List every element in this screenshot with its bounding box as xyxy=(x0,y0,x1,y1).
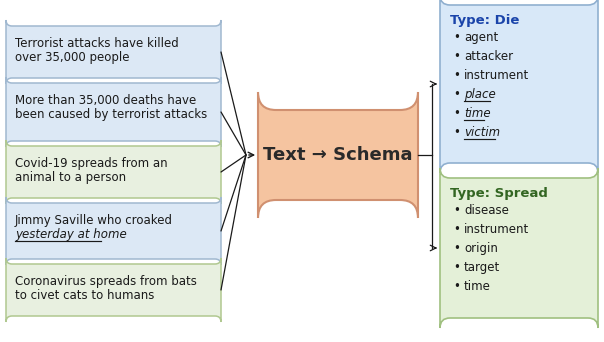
Text: Text → Schema: Text → Schema xyxy=(263,146,413,164)
Text: yesterday at home: yesterday at home xyxy=(15,228,127,241)
Text: •: • xyxy=(453,126,460,139)
Text: victim: victim xyxy=(464,126,500,139)
FancyBboxPatch shape xyxy=(440,168,598,328)
Text: instrument: instrument xyxy=(464,69,529,82)
Text: Type: Spread: Type: Spread xyxy=(450,187,548,200)
FancyBboxPatch shape xyxy=(6,140,221,204)
FancyBboxPatch shape xyxy=(6,258,221,322)
Text: time: time xyxy=(464,107,490,120)
Text: been caused by terrorist attacks: been caused by terrorist attacks xyxy=(15,108,207,121)
Text: place: place xyxy=(464,88,496,101)
Text: animal to a person: animal to a person xyxy=(15,171,126,184)
FancyBboxPatch shape xyxy=(258,92,418,218)
Text: over 35,000 people: over 35,000 people xyxy=(15,51,129,64)
Text: Jimmy Saville who croaked: Jimmy Saville who croaked xyxy=(15,214,173,227)
Text: Covid-19 spreads from an: Covid-19 spreads from an xyxy=(15,157,168,170)
Text: time: time xyxy=(464,280,491,293)
Text: to civet cats to humans: to civet cats to humans xyxy=(15,289,155,302)
Text: target: target xyxy=(464,261,500,274)
Text: •: • xyxy=(453,204,460,217)
Text: •: • xyxy=(453,280,460,293)
Text: •: • xyxy=(453,69,460,82)
Text: Coronavirus spreads from bats: Coronavirus spreads from bats xyxy=(15,275,197,288)
FancyBboxPatch shape xyxy=(6,197,221,265)
Text: •: • xyxy=(453,50,460,63)
FancyBboxPatch shape xyxy=(440,0,598,173)
FancyBboxPatch shape xyxy=(6,20,221,84)
Text: •: • xyxy=(453,31,460,44)
Text: agent: agent xyxy=(464,31,498,44)
Text: disease: disease xyxy=(464,204,509,217)
Text: •: • xyxy=(453,107,460,120)
Text: •: • xyxy=(453,223,460,236)
FancyBboxPatch shape xyxy=(6,77,221,147)
Text: Terrorist attacks have killed: Terrorist attacks have killed xyxy=(15,37,179,50)
Text: attacker: attacker xyxy=(464,50,513,63)
Text: •: • xyxy=(453,88,460,101)
Text: •: • xyxy=(453,242,460,255)
Text: origin: origin xyxy=(464,242,498,255)
Text: instrument: instrument xyxy=(464,223,529,236)
Text: •: • xyxy=(453,261,460,274)
Text: More than 35,000 deaths have: More than 35,000 deaths have xyxy=(15,94,196,107)
Text: Type: Die: Type: Die xyxy=(450,14,519,27)
